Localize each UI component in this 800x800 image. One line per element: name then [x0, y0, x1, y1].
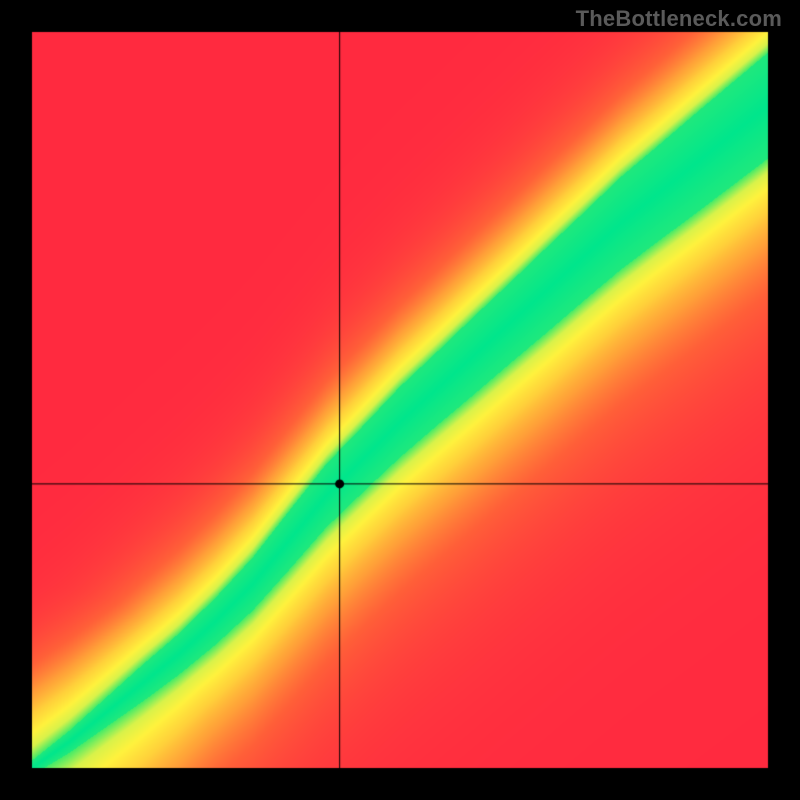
- chart-container: TheBottleneck.com: [0, 0, 800, 800]
- watermark-text: TheBottleneck.com: [576, 6, 782, 32]
- heatmap-canvas: [0, 0, 800, 800]
